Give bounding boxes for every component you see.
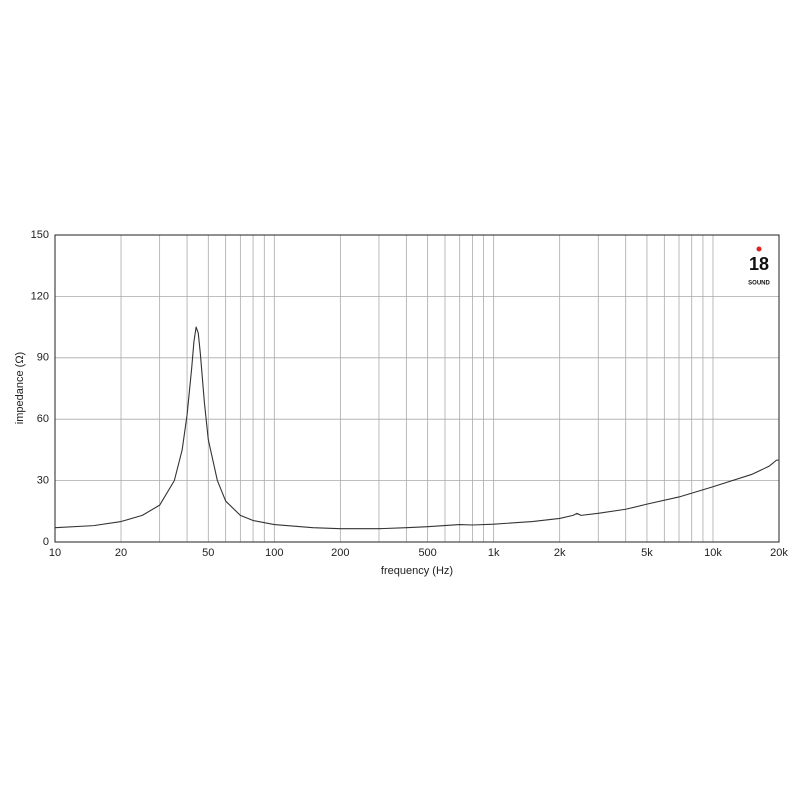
logo-number: 18 <box>749 254 769 274</box>
x-tick-label: 10 <box>49 547 61 559</box>
y-tick-label: 90 <box>37 352 49 364</box>
impedance-line <box>54 326 779 530</box>
x-tick-label: 20k <box>770 547 788 559</box>
x-tick-label: 2k <box>554 547 566 559</box>
x-tick-label: 20 <box>115 547 127 559</box>
y-tick-label: 0 <box>43 536 49 548</box>
x-tick-label: 1k <box>488 547 500 559</box>
x-axis-label: frequency (Hz) <box>381 565 453 577</box>
logo-name: SOUND <box>748 281 770 287</box>
x-tick-label: 200 <box>331 547 349 559</box>
y-tick-label: 60 <box>37 413 49 425</box>
y-tick-label: 120 <box>31 290 49 302</box>
y-tick-label: 30 <box>37 475 49 487</box>
logo-star <box>756 246 762 252</box>
x-tick-label: 500 <box>418 547 436 559</box>
y-tick-label: 150 <box>31 229 49 241</box>
x-tick-label: 10k <box>704 547 722 559</box>
x-tick-label: 50 <box>202 547 214 559</box>
x-tick-label: 5k <box>641 547 653 559</box>
y-axis-label: impedance (Ω) <box>14 352 26 424</box>
plot-frame <box>54 234 780 543</box>
x-tick-label: 100 <box>265 547 283 559</box>
